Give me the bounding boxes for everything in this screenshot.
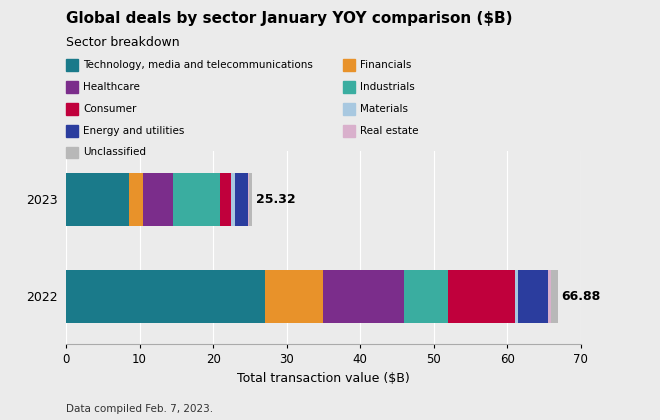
Bar (173, 173, 220, 226)
Bar (405, 270, 448, 323)
Text: Financials: Financials (360, 60, 412, 70)
Text: Real estate: Real estate (360, 126, 419, 136)
Bar (66, 173, 129, 226)
X-axis label: Total transaction value ($B): Total transaction value ($B) (237, 372, 410, 385)
Text: Technology, media and telecommunications: Technology, media and telecommunications (83, 60, 313, 70)
Text: Healthcare: Healthcare (83, 82, 140, 92)
Bar (518, 270, 548, 323)
Bar (551, 270, 558, 323)
Bar (143, 173, 173, 226)
Bar (220, 173, 232, 226)
Bar (448, 270, 515, 323)
Bar (235, 173, 248, 226)
Text: Consumer: Consumer (83, 104, 137, 114)
Text: Sector breakdown: Sector breakdown (66, 36, 180, 49)
Text: 66.88: 66.88 (562, 290, 601, 302)
Bar (129, 173, 143, 226)
Bar (232, 173, 235, 226)
Text: Data compiled Feb. 7, 2023.: Data compiled Feb. 7, 2023. (66, 404, 213, 414)
Bar (66, 270, 265, 323)
Bar (323, 270, 405, 323)
Bar (515, 270, 518, 323)
Bar (548, 270, 551, 323)
Bar (249, 173, 252, 226)
Text: Unclassified: Unclassified (83, 147, 146, 158)
Text: Materials: Materials (360, 104, 409, 114)
Text: Industrials: Industrials (360, 82, 415, 92)
Text: Energy and utilities: Energy and utilities (83, 126, 185, 136)
Bar (265, 270, 323, 323)
Text: Global deals by sector January YOY comparison ($B): Global deals by sector January YOY compa… (66, 10, 513, 26)
Text: 25.32: 25.32 (256, 193, 296, 206)
